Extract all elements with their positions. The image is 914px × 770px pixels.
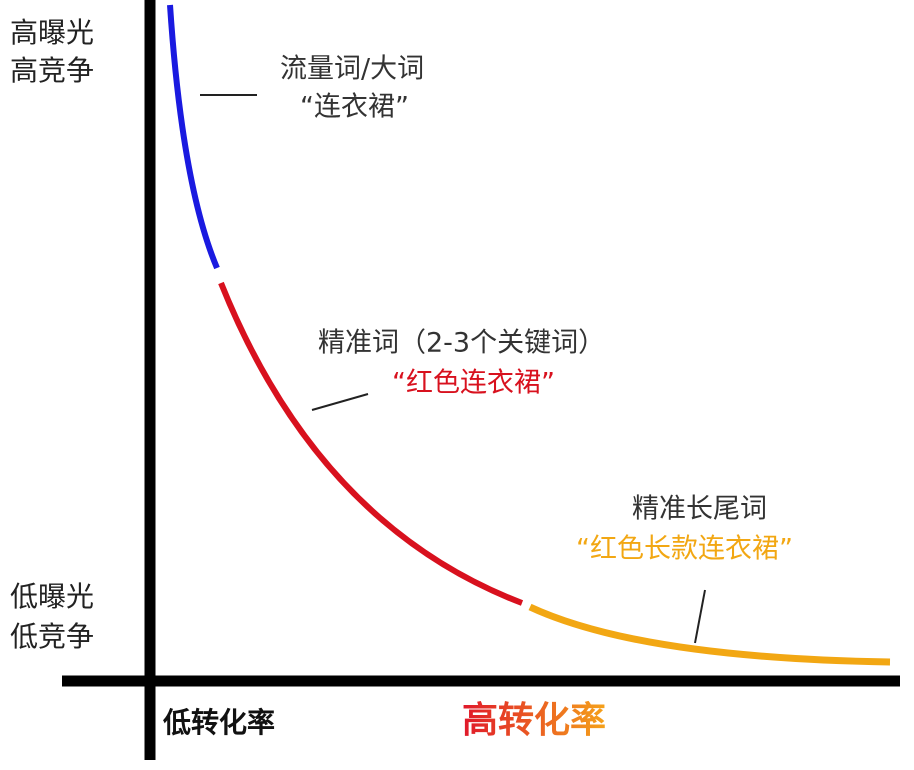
segment-title: 精准长尾词 [632,494,767,525]
leader-line [311,393,369,411]
segment-example: “红色长款连衣裙” [576,534,793,565]
y-top-label: 高曝光 [10,16,94,49]
x-high-label: 高转化率 [462,700,606,741]
segment-title: 流量词/大词 [280,54,424,85]
segment-title: 精准词（2-3个关键词） [318,328,605,359]
curve-orange [528,603,891,666]
y-top-label: 高竞争 [10,54,94,87]
segment-example: “连衣裙” [300,92,409,123]
curve-blue [167,4,220,270]
curve-red [218,281,524,606]
segment-example: “红色连衣裙” [392,368,555,399]
y-bottom-label: 低竞争 [10,620,94,653]
leader-line [694,589,706,644]
y-bottom-label: 低曝光 [10,580,94,613]
x-low-label: 低转化率 [162,706,275,739]
